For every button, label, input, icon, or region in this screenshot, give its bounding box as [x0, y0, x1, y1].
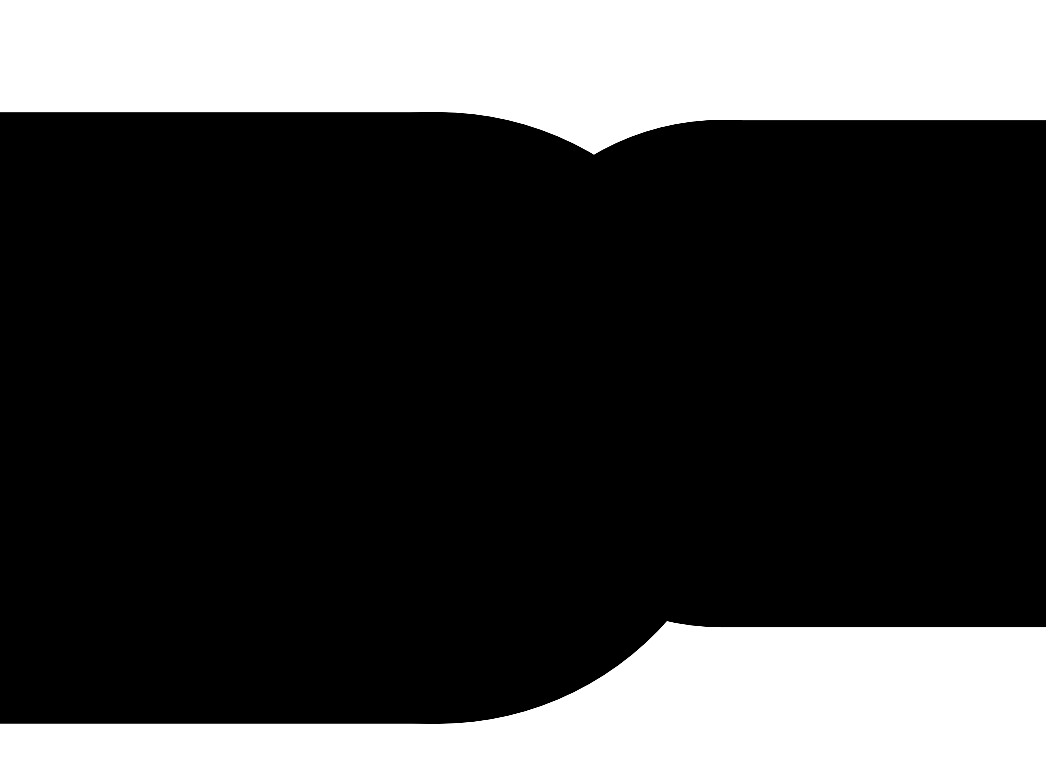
Text: 15: 15 — [589, 205, 614, 223]
Text: 21: 21 — [886, 534, 911, 553]
Text: 14: 14 — [556, 205, 581, 223]
Bar — [484, 222, 508, 259]
Bar — [799, 341, 816, 372]
Bar — [374, 229, 386, 251]
Bar — [799, 229, 816, 259]
Text: 7: 7 — [627, 560, 639, 577]
Text: 13: 13 — [514, 205, 539, 223]
Text: 18: 18 — [708, 185, 733, 203]
Text: 11: 11 — [458, 205, 483, 223]
Text: 10: 10 — [435, 205, 460, 223]
Bar — [764, 229, 780, 259]
Text: 6: 6 — [463, 574, 475, 591]
Text: 22: 22 — [899, 408, 923, 426]
Text: 3: 3 — [586, 584, 598, 601]
Bar — [538, 217, 592, 406]
Bar — [513, 222, 536, 263]
Bar — [817, 341, 834, 372]
Bar — [835, 229, 851, 259]
Bar — [653, 541, 682, 570]
Text: 5: 5 — [650, 491, 662, 509]
Bar — [864, 427, 888, 495]
Text: 16: 16 — [622, 205, 647, 223]
Text: 1: 1 — [362, 438, 374, 456]
Bar — [835, 341, 851, 372]
Text: 12: 12 — [483, 205, 508, 223]
Bar — [764, 341, 780, 372]
Bar — [502, 577, 545, 603]
Bar — [616, 357, 641, 396]
Text: 19: 19 — [900, 235, 925, 252]
Bar — [621, 406, 717, 425]
Bar — [781, 229, 798, 259]
Text: 9: 9 — [415, 261, 428, 279]
Text: 4: 4 — [486, 485, 499, 503]
Bar — [781, 341, 798, 372]
Text: 8: 8 — [502, 579, 515, 598]
Text: 2: 2 — [382, 278, 394, 296]
Text: 17: 17 — [620, 327, 645, 345]
Bar — [817, 229, 834, 259]
Text: 20: 20 — [900, 339, 925, 357]
Bar — [455, 547, 490, 575]
Bar — [453, 206, 465, 228]
